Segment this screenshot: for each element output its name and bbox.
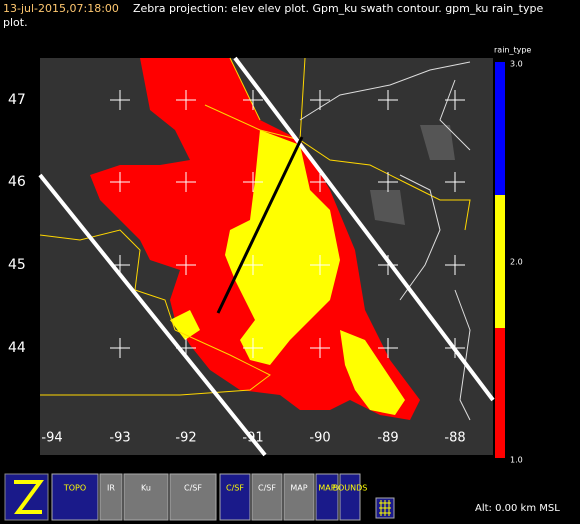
toolbar-button-label: MAP [318,484,335,493]
toolbar-button[interactable] [51,473,99,521]
colorbar-label: 2.0 [510,258,523,267]
longitude-label: -91 [242,431,263,446]
grid-cross [378,172,398,192]
grid-cross [310,90,330,110]
grid-cross [378,90,398,110]
grid-cross [243,172,263,192]
grid-crosses [110,90,465,358]
grid-cross [445,338,465,358]
cloud-patch [370,125,455,225]
grid-cross [243,90,263,110]
state-boundary [39,57,471,396]
toolbar-button[interactable] [339,473,361,521]
toolbar-button[interactable] [169,473,217,521]
colorbar-label: 3.0 [510,60,523,69]
colorbar: rain_type [494,46,531,458]
map [38,56,495,457]
colorbar-segment [495,195,505,328]
grid-cross [445,90,465,110]
toolbar-button-label: IR [107,484,115,493]
longitude-label: -92 [175,431,196,446]
grid-icon [379,500,391,516]
colorbar-title: rain_type [494,46,531,55]
colorbar-segment [495,328,505,458]
grid-cross [243,255,263,275]
grid-cross [176,172,196,192]
latitude-label: 44 [8,340,26,356]
colorbar-segment [495,62,505,195]
cross-section-line [216,136,304,314]
grid-cross [310,338,330,358]
toolbar-button[interactable] [251,473,283,521]
swath-edge [38,56,495,457]
latitude-label: 47 [8,92,26,108]
grid-cross [445,172,465,192]
toolbar-button-label: Ku [141,484,151,493]
lake-shoreline [299,61,471,421]
toolbar-button-label: C/SF [226,484,244,493]
toolbar-button-label: MAP [290,484,307,493]
grid-cross [110,338,130,358]
toolbar-button[interactable] [283,473,315,521]
longitude-label: -89 [377,431,398,446]
colorbar-label: 1.0 [510,456,523,465]
convective-rain [170,130,405,415]
grid-cross [110,172,130,192]
grid-cross [310,172,330,192]
toolbar-button[interactable] [219,473,251,521]
grid-cross [378,255,398,275]
toolbar-button-label: C/SF [258,484,276,493]
toolbar-button[interactable] [123,473,169,521]
grid-cross [176,255,196,275]
zebra-logo [14,480,44,514]
toolbar-button[interactable] [99,473,123,521]
latitude-label: 46 [8,174,26,190]
grid-cross [445,255,465,275]
plot-description: Zebra projection: elev elev plot. Gpm_ku… [133,2,543,15]
grid-cross [310,255,330,275]
longitude-label: -90 [309,431,330,446]
longitude-label: -94 [41,431,62,446]
grid-cross [110,90,130,110]
grid-cross [176,338,196,358]
longitude-label: -88 [444,431,465,446]
grid-cross [378,338,398,358]
toolbar-button-label: C/SF [184,484,202,493]
grid-cross [110,255,130,275]
toolbar-button-label: BOUNDS [333,484,368,493]
toolbar-button-label: TOPO [63,484,86,493]
altitude-status: Alt: 0.00 km MSL [475,503,560,514]
plot-description-cont: plot. [3,16,28,29]
toolbar-button[interactable] [315,473,339,521]
grid-cross [243,338,263,358]
latitude-label: 45 [8,257,26,273]
longitude-label: -93 [109,431,130,446]
timestamp: 13-jul-2015,07:18:00 [3,2,119,15]
grid-cross [176,90,196,110]
